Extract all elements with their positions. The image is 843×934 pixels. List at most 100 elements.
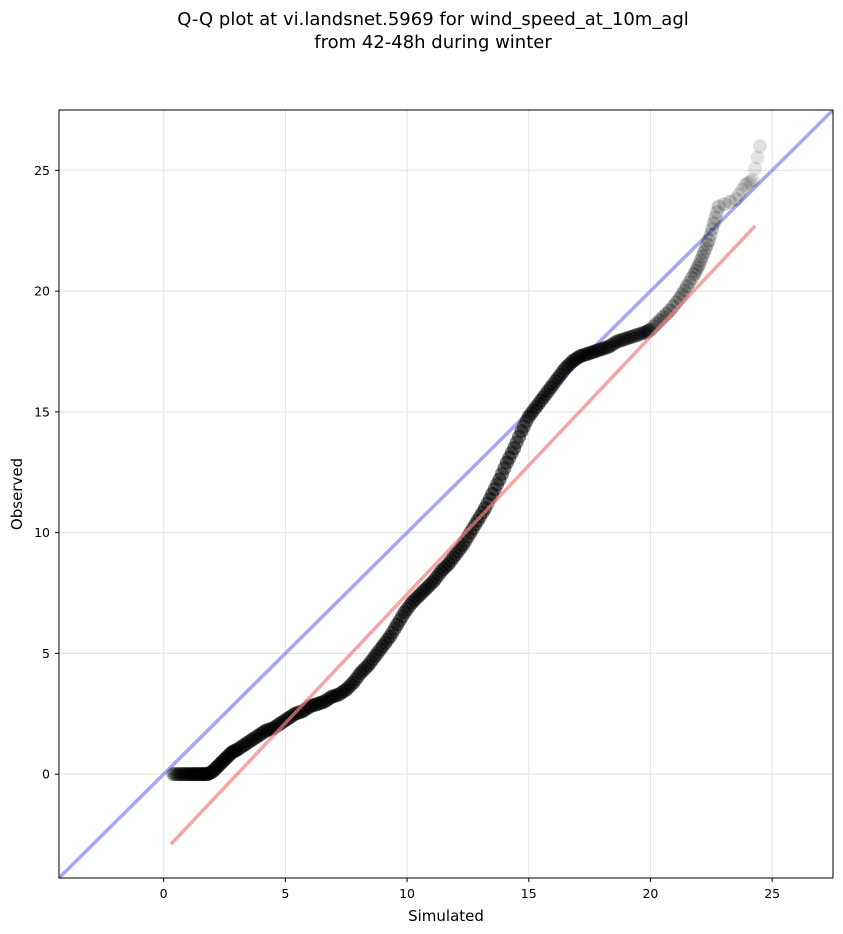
quantile-point bbox=[441, 557, 456, 572]
quantile-point bbox=[521, 409, 536, 424]
quantile-point bbox=[616, 332, 631, 347]
quantile-point bbox=[697, 245, 711, 260]
quantile-point bbox=[592, 342, 607, 357]
quantile-point bbox=[740, 176, 755, 191]
quantile-point bbox=[752, 139, 767, 154]
quantile-point bbox=[166, 767, 181, 782]
quantile-point bbox=[529, 400, 544, 415]
quantile-point bbox=[693, 253, 708, 268]
chart-title-line-1: Q-Q plot at vi.landsnet.5969 for wind_sp… bbox=[177, 9, 689, 30]
quantile-point bbox=[448, 547, 463, 562]
quantile-point bbox=[587, 344, 602, 359]
quantile-point bbox=[550, 371, 565, 386]
quantile-point bbox=[494, 466, 509, 481]
quantile-point bbox=[514, 424, 529, 439]
quantile-point bbox=[614, 333, 629, 348]
quantile-point bbox=[679, 279, 694, 294]
quantile-point bbox=[485, 487, 500, 501]
quantile-point bbox=[631, 327, 646, 342]
quantile-point bbox=[706, 216, 721, 231]
quantile-point bbox=[492, 472, 507, 487]
x-tick-label-3: 15 bbox=[521, 886, 537, 901]
quantile-point bbox=[176, 767, 191, 782]
quantile-point bbox=[623, 330, 638, 345]
y-tick-label-2: 10 bbox=[34, 525, 50, 540]
quantile-point bbox=[390, 617, 405, 632]
quantile-point bbox=[477, 501, 492, 516]
quantile-point bbox=[708, 210, 723, 225]
quantile-point bbox=[169, 767, 184, 782]
quantile-point bbox=[701, 233, 716, 248]
quantile-point bbox=[682, 275, 697, 290]
quantile-point bbox=[536, 390, 551, 405]
quantile-point bbox=[589, 343, 604, 358]
quantile-point bbox=[735, 182, 750, 197]
quantile-point bbox=[509, 435, 524, 450]
quantile-point bbox=[703, 227, 718, 242]
quantile-point bbox=[628, 328, 643, 343]
quantile-point bbox=[692, 257, 707, 272]
quantile-point bbox=[690, 260, 705, 275]
quantile-point bbox=[346, 675, 361, 690]
quantile-point bbox=[621, 330, 636, 345]
fit-line bbox=[169, 224, 757, 846]
quantile-point bbox=[619, 331, 634, 346]
quantile-point bbox=[698, 241, 713, 256]
quantile-point bbox=[636, 325, 651, 340]
quantile-point bbox=[695, 249, 710, 264]
quantile-point bbox=[731, 187, 746, 202]
quantile-point bbox=[709, 205, 724, 220]
quantile-point bbox=[700, 237, 715, 252]
quantile-point bbox=[171, 767, 186, 782]
quantile-point bbox=[748, 161, 763, 176]
quantile-point bbox=[397, 605, 412, 620]
quantile-point bbox=[705, 222, 720, 237]
quantile-point bbox=[677, 283, 692, 298]
quantile-point bbox=[599, 340, 614, 355]
quantile-point bbox=[717, 197, 732, 212]
quantile-point bbox=[611, 334, 626, 349]
quantile-point bbox=[168, 767, 183, 782]
y-tick-label-4: 20 bbox=[34, 284, 50, 299]
quantile-point bbox=[375, 639, 390, 654]
quantile-point bbox=[368, 648, 383, 663]
quantile-points bbox=[166, 139, 767, 782]
quantile-point bbox=[728, 192, 743, 207]
quantile-point bbox=[361, 658, 376, 673]
y-tick-label-5: 25 bbox=[34, 163, 50, 178]
quantile-point bbox=[684, 271, 699, 286]
plot-frame bbox=[58, 109, 834, 879]
quantile-point bbox=[602, 339, 617, 354]
x-tick-label-4: 20 bbox=[642, 886, 658, 901]
grid-lines bbox=[59, 110, 833, 878]
y-tick-label-3: 15 bbox=[34, 404, 50, 419]
x-tick-label-0: 0 bbox=[160, 886, 168, 901]
quantile-point bbox=[606, 336, 621, 351]
y-axis-label: Observed bbox=[8, 458, 26, 530]
y-tick-label-1: 5 bbox=[42, 646, 50, 661]
quantile-point bbox=[172, 767, 187, 782]
x-tick-label-5: 25 bbox=[764, 886, 780, 901]
plot-area bbox=[59, 110, 833, 878]
quantile-point bbox=[633, 326, 648, 341]
quantile-point bbox=[507, 441, 522, 456]
quantile-point bbox=[743, 174, 758, 189]
quantile-point bbox=[383, 629, 398, 644]
quantile-point bbox=[543, 380, 558, 395]
quantile-point bbox=[711, 199, 726, 214]
quantile-point bbox=[750, 150, 765, 165]
y-tick-label-0: 0 bbox=[42, 767, 50, 782]
chart-title-line-2: from 42-48h during winter bbox=[314, 32, 552, 53]
quantile-point bbox=[687, 267, 702, 282]
x-tick-label-1: 5 bbox=[281, 886, 289, 901]
quantile-point bbox=[722, 194, 737, 209]
axis-ticks: 0 5 10 15 20 25 0 5 10 15 20 25 bbox=[34, 163, 780, 901]
quantile-point bbox=[626, 329, 641, 344]
quantile-point bbox=[594, 342, 609, 357]
quantile-point bbox=[738, 177, 753, 192]
one-to-one-reference-line bbox=[59, 110, 833, 878]
quantile-point bbox=[604, 338, 619, 353]
quantile-point bbox=[609, 334, 624, 349]
